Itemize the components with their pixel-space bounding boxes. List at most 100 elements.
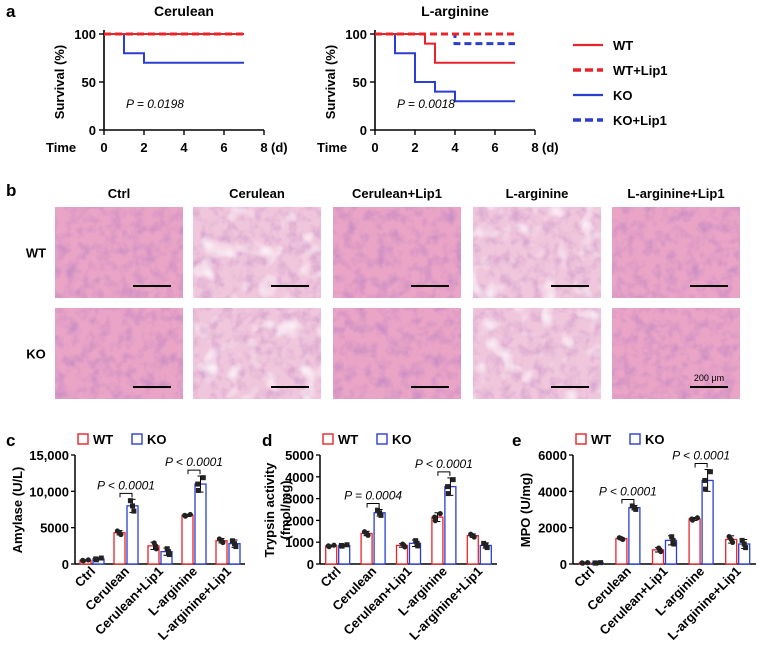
data-point: [80, 557, 86, 563]
trypsin-bar-chart: Trypsin activity (fmol/mg) 0 1000 2000 3000 40…: [262, 432, 497, 643]
data-point: [216, 536, 222, 542]
data-point: [415, 543, 421, 549]
bar-wt: [325, 545, 338, 565]
data-point: [130, 503, 135, 509]
legend-label: KO: [147, 432, 167, 447]
data-point: [378, 512, 384, 518]
y-tick-label: 5000: [40, 521, 69, 536]
data-point: [127, 498, 133, 504]
he-stain-texture: [333, 207, 461, 298]
histology-row-label: WT: [26, 246, 46, 261]
data-point: [131, 508, 137, 514]
y-tick-label: 100: [74, 27, 96, 42]
legend-label: KO: [613, 88, 633, 103]
data-point: [656, 545, 662, 551]
x-tick-label: 6: [220, 140, 227, 155]
bar-wt: [431, 516, 444, 565]
y-tick-label: 100: [345, 27, 367, 42]
y-tick-label: 1000: [285, 535, 314, 550]
data-point: [694, 515, 701, 521]
data-point: [437, 511, 443, 517]
data-point: [187, 511, 193, 518]
y-tick-label: 0: [560, 557, 567, 572]
bar-ko: [126, 505, 139, 565]
x-tick-label: 0: [371, 140, 378, 155]
data-point: [98, 555, 104, 561]
data-point: [361, 529, 368, 535]
bar-wt: [466, 535, 479, 565]
p-value: P = 0.0198: [126, 97, 184, 111]
data-point: [726, 533, 732, 540]
legend-swatch-ko: [131, 433, 143, 445]
histology-row-label: KO: [26, 347, 46, 362]
data-point: [331, 542, 337, 548]
data-point: [166, 552, 172, 558]
y-tick-label: 0: [307, 557, 314, 572]
x-tick-label: 8: [260, 140, 267, 155]
y-axis-label: Survival (%): [52, 45, 67, 119]
chart-title: Cerulean: [154, 3, 214, 19]
panel-letter-b: b: [6, 181, 16, 200]
data-point: [579, 560, 585, 566]
bar-ko: [701, 479, 714, 565]
x-tick-label: 0: [100, 140, 107, 155]
legend-swatch-ko: [629, 433, 641, 445]
data-point: [93, 556, 99, 562]
comparison-bracket: [366, 503, 380, 508]
legend-label: WT: [613, 38, 633, 53]
comparison-label: P < 0.0001: [672, 449, 730, 463]
y-tick-label: 10,000: [29, 484, 69, 499]
data-point: [445, 484, 451, 490]
data-point: [182, 512, 188, 518]
x-tick-label: Ctrl: [571, 564, 597, 590]
data-point: [669, 534, 675, 540]
data-point: [432, 514, 438, 520]
data-point: [468, 531, 474, 537]
data-point: [338, 542, 344, 548]
y-axis-label: Trypsin activity: [262, 462, 277, 557]
data-point: [151, 540, 157, 546]
scale-bar-label: 200 μm: [694, 373, 724, 383]
data-point: [164, 546, 170, 552]
x-tick-label: 2: [140, 140, 147, 155]
x-tick-label: 6: [491, 140, 498, 155]
data-point: [85, 557, 91, 563]
legend-label: WT+Lip1: [613, 63, 668, 78]
data-point: [375, 507, 380, 513]
he-stain-texture: [55, 207, 183, 298]
he-stain-texture: [333, 308, 461, 399]
y-axis-unit: (fmol/mg): [278, 480, 293, 539]
comparison-bracket: [437, 471, 451, 476]
data-point: [195, 481, 201, 487]
legend-label: WT: [93, 432, 113, 447]
x-tick-label: 4: [180, 140, 188, 155]
x-tick-label: 4: [451, 140, 459, 155]
histology-column-label: Ctrl: [108, 186, 130, 201]
data-point: [741, 541, 747, 547]
legend-label: WT: [338, 432, 358, 447]
y-tick-label: 50: [82, 75, 96, 90]
legend-label: KO: [392, 432, 412, 447]
panel-letter-d: d: [262, 431, 272, 450]
x-tick-label: Ctrl: [317, 564, 343, 590]
panel-letter-c: c: [6, 431, 15, 450]
data-point: [616, 535, 622, 541]
histology-column-label: L-arginine+Lip1: [627, 186, 724, 201]
comparison-bracket: [621, 499, 635, 504]
legend-swatch-ko: [376, 433, 388, 445]
x-tick-label: 8: [531, 140, 538, 155]
he-stain-edema: [473, 308, 601, 399]
data-point: [233, 544, 239, 550]
data-point: [400, 541, 406, 547]
data-point: [598, 560, 604, 566]
survival-legend: WT WT+Lip1 KO KO+Lip1: [573, 38, 668, 128]
comparison-label: P < 0.0001: [415, 457, 473, 471]
he-stain-texture: [612, 207, 740, 298]
he-stain-texture: [55, 308, 183, 399]
panel-letter-e: e: [512, 431, 521, 450]
bar-ko: [444, 485, 457, 565]
survival-chart-cerulean: Cerulean Survival (%) 0 50 100 0 2 4 6 8 Time (d) P …: [46, 3, 288, 155]
